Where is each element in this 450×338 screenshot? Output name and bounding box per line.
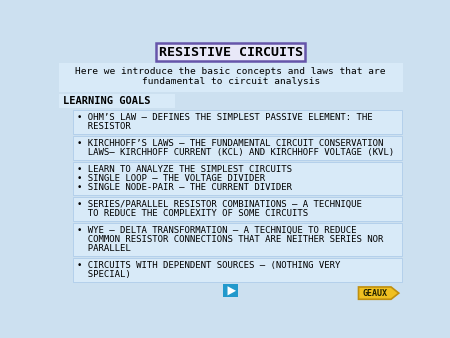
Text: Here we introduce the basic concepts and laws that are: Here we introduce the basic concepts and… [76,67,386,76]
Text: • KIRCHHOFF’S LAWS – THE FUNDAMENTAL CIRCUIT CONSERVATION: • KIRCHHOFF’S LAWS – THE FUNDAMENTAL CIR… [77,139,383,148]
FancyBboxPatch shape [58,94,175,107]
Text: • SINGLE NODE-PAIR – THE CURRENT DIVIDER: • SINGLE NODE-PAIR – THE CURRENT DIVIDER [77,183,292,192]
Text: SPECIAL): SPECIAL) [77,270,131,279]
Text: • CIRCUITS WITH DEPENDENT SOURCES – (NOTHING VERY: • CIRCUITS WITH DEPENDENT SOURCES – (NOT… [77,262,341,270]
FancyBboxPatch shape [58,63,403,92]
Text: RESISTIVE CIRCUITS: RESISTIVE CIRCUITS [158,46,302,59]
FancyBboxPatch shape [73,136,402,160]
FancyBboxPatch shape [73,223,402,256]
FancyBboxPatch shape [223,284,238,297]
FancyBboxPatch shape [73,110,402,134]
FancyBboxPatch shape [73,259,402,282]
Text: • WYE – DELTA TRANSFORMATION – A TECHNIQUE TO REDUCE: • WYE – DELTA TRANSFORMATION – A TECHNIQ… [77,226,357,236]
Text: • LEARN TO ANALYZE THE SIMPLEST CIRCUITS: • LEARN TO ANALYZE THE SIMPLEST CIRCUITS [77,165,292,174]
Text: TO REDUCE THE COMPLEXITY OF SOME CIRCUITS: TO REDUCE THE COMPLEXITY OF SOME CIRCUIT… [77,209,308,218]
Text: COMMON RESISTOR CONNECTIONS THAT ARE NEITHER SERIES NOR: COMMON RESISTOR CONNECTIONS THAT ARE NEI… [77,235,383,244]
FancyBboxPatch shape [156,43,305,62]
FancyBboxPatch shape [73,197,402,221]
Text: • SINGLE LOOP – THE VOLTAGE DIVIDER: • SINGLE LOOP – THE VOLTAGE DIVIDER [77,174,266,183]
Text: PARALLEL: PARALLEL [77,244,131,253]
Polygon shape [359,287,399,299]
Text: LAWS– KIRCHHOFF CURRENT (KCL) AND KIRCHHOFF VOLTAGE (KVL): LAWS– KIRCHHOFF CURRENT (KCL) AND KIRCHH… [77,148,394,157]
Text: LEARNING GOALS: LEARNING GOALS [63,96,151,106]
Text: fundamental to circuit analysis: fundamental to circuit analysis [141,77,320,86]
FancyBboxPatch shape [73,162,402,195]
Polygon shape [228,286,236,295]
Text: GEAUX: GEAUX [362,289,387,298]
Text: RESISTOR: RESISTOR [77,122,131,131]
Text: • SERIES/PARALLEL RESISTOR COMBINATIONS – A TECHNIQUE: • SERIES/PARALLEL RESISTOR COMBINATIONS … [77,200,362,209]
Text: • OHM’S LAW – DEFINES THE SIMPLEST PASSIVE ELEMENT: THE: • OHM’S LAW – DEFINES THE SIMPLEST PASSI… [77,113,373,122]
